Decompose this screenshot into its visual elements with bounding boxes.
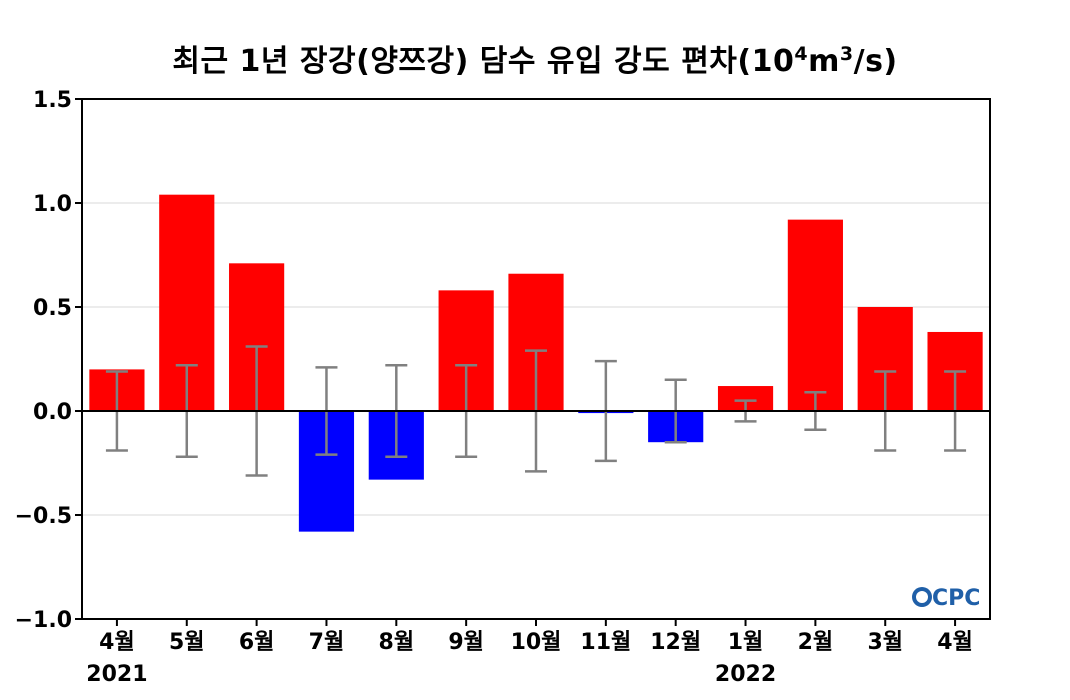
logo-text: CPC (932, 586, 980, 611)
y-axis-ticks: 1.5 1.0 0.5 0.0 −0.5 −1.0 (15, 88, 82, 633)
x-tick-label: 4월 (99, 630, 135, 655)
bar (787, 219, 843, 411)
year-label: 2021 (86, 662, 147, 687)
x-tick-label: 7월 (309, 630, 345, 655)
year-label: 2022 (715, 662, 776, 687)
x-tick-label: 1월 (728, 630, 764, 655)
x-axis-ticks: 4월 5월 6월 7월 8월 9월 10월 11월 12월 1월 2월 3월 4월 2021 2022 (86, 619, 973, 687)
x-tick-label: 5월 (169, 630, 205, 655)
logo-globe-inner (916, 591, 928, 603)
x-tick-label: 3월 (867, 630, 903, 655)
x-tick-label: 9월 (448, 630, 484, 655)
y-tick-label: 0.5 (33, 296, 72, 321)
y-tick-label: 1.0 (33, 192, 72, 217)
x-tick-label: 12월 (650, 630, 701, 655)
x-tick-label: 2월 (798, 630, 834, 655)
y-tick-label: −0.5 (15, 504, 72, 529)
ocpc-logo: CPC (912, 586, 980, 611)
x-tick-label: 4월 (937, 630, 973, 655)
x-tick-label: 10월 (511, 630, 562, 655)
x-tick-label: 6월 (239, 630, 275, 655)
y-tick-label: 0.0 (33, 400, 72, 425)
y-tick-label: 1.5 (33, 88, 72, 113)
y-tick-label: −1.0 (15, 608, 72, 633)
chart-title: 최근 1년 장강(양쯔강) 담수 유입 강도 편차(104m3/s) (172, 43, 898, 79)
x-tick-label: 11월 (580, 630, 631, 655)
x-tick-label: 8월 (379, 630, 415, 655)
